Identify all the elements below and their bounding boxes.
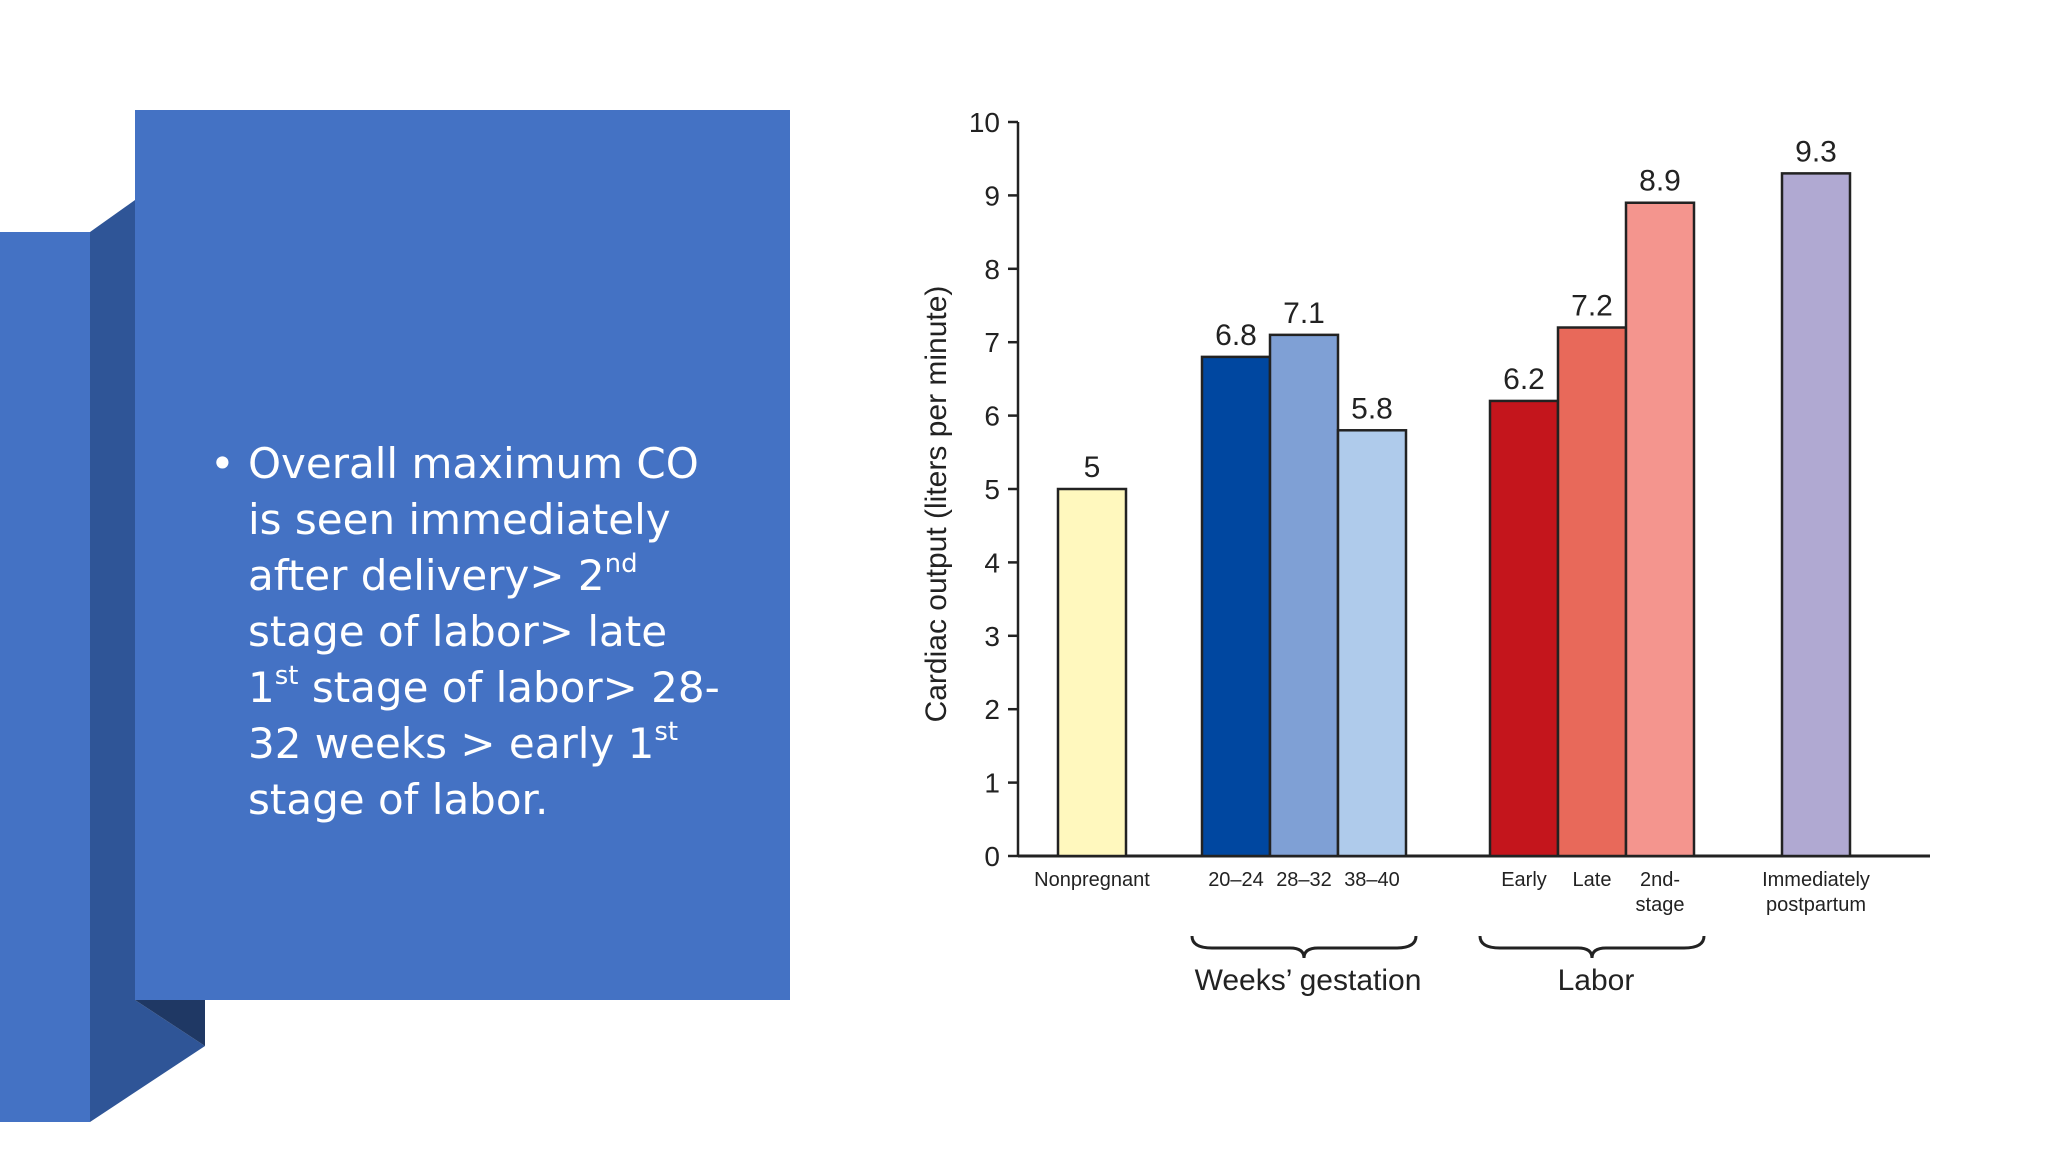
bar-4 [1488,399,1560,858]
bullet-dot: • [210,439,235,488]
y-tick-label: 6 [984,401,1000,432]
y-tick-label: 5 [984,474,1000,505]
group-brace [1478,935,1706,959]
x-tick-label: 28–32 [1276,869,1332,891]
panel-bevel-shadow [135,1000,205,1046]
y-tick-label: 3 [984,621,1000,652]
y-tick-label: 0 [984,841,1000,872]
bar-value-label: 6.8 [1215,319,1257,352]
bullet-item: • Overall maximum CO is seen immediately… [210,436,730,828]
x-tick-label: Early [1501,869,1547,891]
x-tick-label: postpartum [1766,894,1866,916]
bar-7 [1780,172,1852,858]
bar-value-label: 5.8 [1351,392,1393,425]
panel-main [135,110,790,1000]
bar-value-label: 6.2 [1503,363,1545,396]
bullet-superscript: st [654,717,679,747]
x-tick-label: 20–24 [1208,869,1264,891]
x-tick-label: 38–40 [1344,869,1400,891]
bar-value-label: 7.2 [1571,290,1613,323]
bullet-text-part: Overall maximum CO is seen immediately a… [248,439,699,600]
panel-left-block [0,232,90,1122]
bar-0 [1056,487,1128,858]
x-tick-label: 2nd- [1640,869,1680,891]
bar-6 [1624,201,1696,858]
bullet-list: • Overall maximum CO is seen immediately… [210,436,730,828]
x-tick-label: Late [1573,869,1612,891]
x-tick-label: stage [1636,894,1685,916]
bar-2 [1268,333,1340,858]
bullet-superscript: st [274,661,299,691]
y-tick-label: 10 [969,107,1000,138]
y-tick-label: 8 [984,254,1000,285]
bullet-text-part: stage of labor> 28-32 weeks > early 1 [248,663,720,768]
x-tick-label: Nonpregnant [1034,869,1150,891]
bullet-text: Overall maximum CO is seen immediately a… [248,439,720,824]
bar-value-label: 8.9 [1639,165,1681,198]
bar-value-label: 7.1 [1283,297,1325,330]
bar-1 [1200,355,1272,858]
group-brace [1190,935,1418,959]
group-label: Labor [1558,964,1635,997]
bar-value-label: 5 [1084,451,1101,484]
bullet-superscript: nd [604,549,638,579]
y-tick-label: 9 [984,180,1000,211]
y-tick-label: 7 [984,327,1000,358]
y-tick-label: 1 [984,768,1000,799]
panel-bevel-side [90,200,205,1122]
x-tick-label: Immediately [1762,869,1870,891]
bar-5 [1556,326,1628,858]
y-tick-label: 2 [984,694,1000,725]
bar-value-label: 9.3 [1795,135,1837,168]
y-axis-label: Cardiac output (liters per minute) [920,286,953,723]
bar-3 [1336,429,1408,858]
y-tick-label: 4 [984,547,1000,578]
bullet-text-box: • Overall maximum CO is seen immediately… [210,436,730,828]
bullet-text-part: stage of labor. [248,775,549,824]
bullet-text-part: stage of labor> late 1 [248,607,668,712]
group-label: Weeks’ gestation [1195,964,1422,997]
